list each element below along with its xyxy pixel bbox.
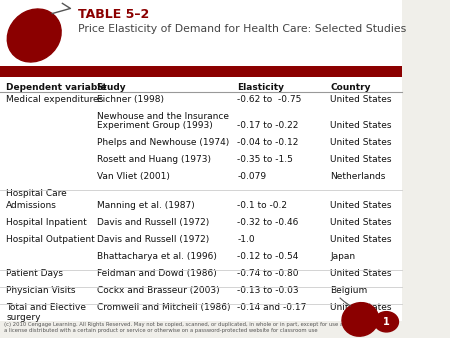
Text: Patient Days: Patient Days	[6, 269, 63, 278]
Text: -0.35 to -1.5: -0.35 to -1.5	[238, 155, 293, 164]
Circle shape	[374, 312, 398, 332]
Text: United States: United States	[330, 218, 392, 227]
Text: Davis and Russell (1972): Davis and Russell (1972)	[97, 235, 209, 244]
FancyBboxPatch shape	[0, 66, 402, 77]
Text: Medical expenditures: Medical expenditures	[6, 95, 104, 104]
Text: -1.0: -1.0	[238, 235, 255, 244]
Text: Cockx and Brasseur (2003): Cockx and Brasseur (2003)	[97, 286, 219, 295]
Text: United States: United States	[330, 155, 392, 164]
Text: Japan: Japan	[330, 252, 355, 261]
Text: Price Elasticity of Demand for Health Care: Selected Studies: Price Elasticity of Demand for Health Ca…	[78, 24, 407, 34]
Text: -0.13 to -0.03: -0.13 to -0.03	[238, 286, 299, 295]
Text: Hospital Outpatient: Hospital Outpatient	[6, 235, 95, 244]
Text: Experiment Group (1993): Experiment Group (1993)	[97, 121, 212, 130]
Text: United States: United States	[330, 121, 392, 130]
Text: Total and Elective
surgery: Total and Elective surgery	[6, 303, 86, 322]
Text: Newhouse and the Insurance: Newhouse and the Insurance	[97, 112, 229, 121]
Text: -0.12 to -0.54: -0.12 to -0.54	[238, 252, 299, 261]
Text: 1: 1	[383, 317, 390, 327]
Text: United States: United States	[330, 303, 392, 312]
Text: United States: United States	[330, 95, 392, 104]
Text: Cromwell and Mitchell (1986): Cromwell and Mitchell (1986)	[97, 303, 230, 312]
Text: United States: United States	[330, 138, 392, 147]
Text: Country: Country	[330, 83, 370, 92]
Text: Feldman and Dowd (1986): Feldman and Dowd (1986)	[97, 269, 216, 278]
Text: -0.32 to -0.46: -0.32 to -0.46	[238, 218, 299, 227]
Text: Manning et al. (1987): Manning et al. (1987)	[97, 201, 194, 211]
Text: Belgium: Belgium	[330, 286, 367, 295]
Text: Study: Study	[97, 83, 126, 92]
FancyBboxPatch shape	[0, 0, 402, 68]
Text: Van Vliet (2001): Van Vliet (2001)	[97, 172, 170, 181]
Text: -0.62 to  -0.75: -0.62 to -0.75	[238, 95, 302, 104]
Text: Admissions: Admissions	[6, 201, 57, 211]
Text: Eichner (1998): Eichner (1998)	[97, 95, 164, 104]
Text: United States: United States	[330, 201, 392, 211]
Text: Hospital Inpatient: Hospital Inpatient	[6, 218, 87, 227]
Text: Hospital Care: Hospital Care	[6, 189, 67, 198]
Text: Phelps and Newhouse (1974): Phelps and Newhouse (1974)	[97, 138, 229, 147]
Text: Davis and Russell (1972): Davis and Russell (1972)	[97, 218, 209, 227]
Text: Netherlands: Netherlands	[330, 172, 385, 181]
Text: -0.74 to -0.80: -0.74 to -0.80	[238, 269, 299, 278]
Ellipse shape	[7, 9, 61, 62]
Text: United States: United States	[330, 269, 392, 278]
Text: -0.079: -0.079	[238, 172, 266, 181]
Ellipse shape	[342, 303, 378, 336]
FancyBboxPatch shape	[0, 77, 402, 321]
Text: TABLE 5–2: TABLE 5–2	[78, 8, 150, 21]
Text: Physician Visits: Physician Visits	[6, 286, 76, 295]
Text: -0.1 to -0.2: -0.1 to -0.2	[238, 201, 288, 211]
Text: (c) 2010 Cengage Learning. All Rights Reserved. May not be copied, scanned, or d: (c) 2010 Cengage Learning. All Rights Re…	[4, 322, 380, 333]
Text: -0.17 to -0.22: -0.17 to -0.22	[238, 121, 299, 130]
Text: -0.14 and -0.17: -0.14 and -0.17	[238, 303, 307, 312]
Text: Bhattacharya et al. (1996): Bhattacharya et al. (1996)	[97, 252, 216, 261]
Text: United States: United States	[330, 235, 392, 244]
Text: Rosett and Huang (1973): Rosett and Huang (1973)	[97, 155, 211, 164]
Text: Elasticity: Elasticity	[238, 83, 284, 92]
Text: -0.04 to -0.12: -0.04 to -0.12	[238, 138, 299, 147]
Text: Dependent variable: Dependent variable	[6, 83, 107, 92]
